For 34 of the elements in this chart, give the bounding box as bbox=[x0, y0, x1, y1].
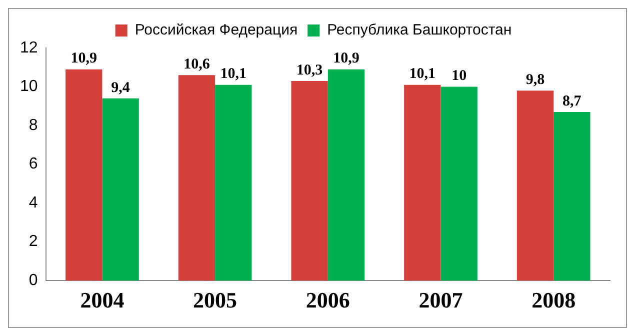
bar bbox=[440, 86, 478, 281]
bar bbox=[404, 84, 441, 281]
bar bbox=[178, 75, 216, 281]
legend-label: Республика Башкортостан bbox=[327, 22, 512, 39]
bar bbox=[66, 69, 102, 281]
data-label: 9,8 bbox=[526, 72, 545, 88]
data-label: 10,1 bbox=[220, 66, 247, 82]
data-label: 8,7 bbox=[562, 93, 582, 110]
data-label: 10,3 bbox=[296, 62, 323, 78]
y-tick-label: 8 bbox=[28, 116, 38, 134]
bar bbox=[291, 80, 328, 281]
y-tick-label: 10 bbox=[20, 78, 38, 96]
y-tick-label: 0 bbox=[28, 272, 38, 290]
bar bbox=[102, 98, 139, 281]
bar bbox=[516, 90, 554, 281]
bar bbox=[215, 84, 252, 281]
data-label: 10,6 bbox=[184, 56, 210, 73]
x-tick-label: 2004 bbox=[80, 287, 124, 312]
data-label: 10,1 bbox=[409, 66, 436, 82]
data-label: 9,4 bbox=[111, 80, 130, 96]
y-tick-label: 12 bbox=[20, 39, 38, 56]
y-tick-label: 6 bbox=[28, 156, 38, 173]
bar bbox=[328, 69, 365, 281]
x-tick-label: 2006 bbox=[306, 287, 350, 312]
x-tick-label: 2007 bbox=[418, 287, 463, 312]
data-label: 10,9 bbox=[333, 50, 360, 67]
y-tick-label: 2 bbox=[28, 233, 38, 250]
data-label: 10 bbox=[452, 68, 467, 84]
y-tick-label: 4 bbox=[28, 194, 38, 212]
legend-label: Российская Федерация bbox=[134, 22, 298, 39]
bar bbox=[554, 112, 590, 281]
x-tick-label: 2008 bbox=[532, 287, 576, 312]
data-label: 10,9 bbox=[70, 50, 98, 67]
x-tick-label: 2005 bbox=[193, 287, 238, 312]
